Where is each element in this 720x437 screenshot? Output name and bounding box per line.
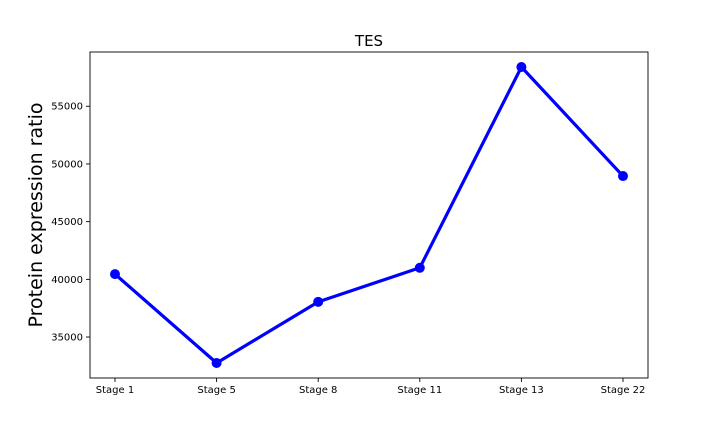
y-tick-label: 40000 xyxy=(51,275,83,286)
chart-title: TES xyxy=(354,32,383,50)
series-line xyxy=(113,65,625,365)
x-tick-label: Stage 11 xyxy=(397,385,442,396)
x-tick-label: Stage 13 xyxy=(499,385,544,396)
x-axis-ticks: Stage 1 Stage 5 Stage 8 Stage 11 Stage 13 Sta… xyxy=(96,378,646,396)
data-point xyxy=(618,171,628,182)
y-axis-ticks: 35000 40000 45000 50000 55000 xyxy=(51,102,90,344)
data-point xyxy=(516,62,527,73)
x-tick-label: Stage 5 xyxy=(197,385,235,396)
x-tick-label: Stage 8 xyxy=(299,385,337,396)
series-layer xyxy=(110,62,628,368)
y-axis-label: Protein expression ratio xyxy=(25,103,47,328)
data-point xyxy=(110,269,120,280)
y-tick-label: 45000 xyxy=(51,217,83,228)
y-tick-label: 35000 xyxy=(51,333,83,344)
data-point xyxy=(313,296,324,307)
x-tick-label: Stage 1 xyxy=(96,385,134,396)
data-point xyxy=(211,357,222,368)
axes-frame xyxy=(89,51,649,379)
data-point xyxy=(414,262,425,273)
y-tick-label: 50000 xyxy=(51,159,83,170)
x-tick-label: Stage 22 xyxy=(601,385,646,396)
plot-area-border xyxy=(89,51,649,379)
y-tick-label: 55000 xyxy=(51,102,83,113)
